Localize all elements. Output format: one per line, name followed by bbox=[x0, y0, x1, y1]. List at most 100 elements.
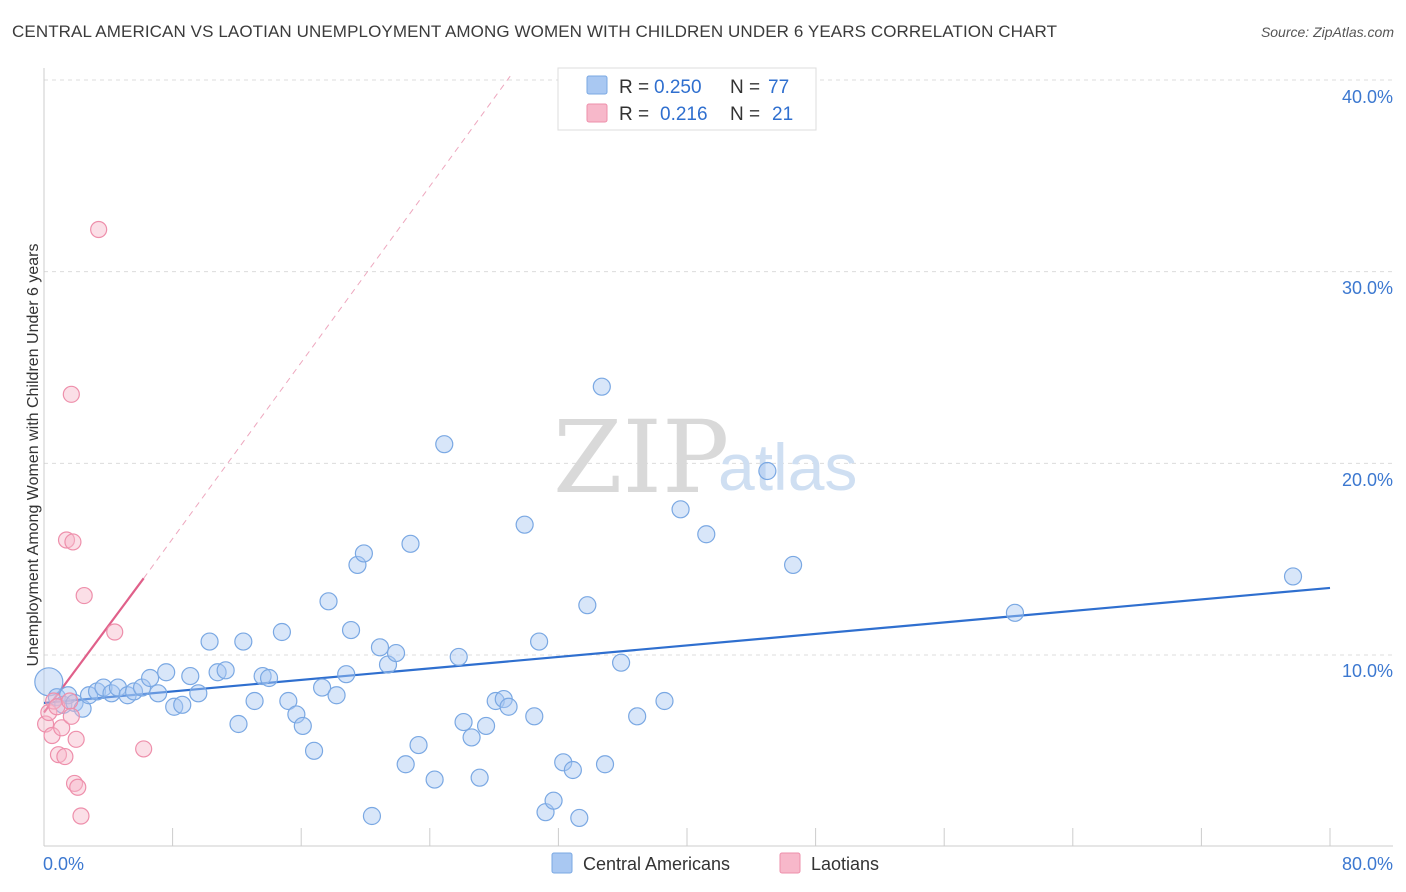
point-central-americans bbox=[189, 684, 208, 703]
point-central-americans bbox=[401, 534, 420, 553]
point-central-americans bbox=[396, 755, 415, 774]
trend-line-laotians-extended bbox=[143, 75, 511, 579]
point-central-americans bbox=[595, 755, 615, 774]
point-central-americans bbox=[216, 661, 235, 680]
point-laotians bbox=[64, 533, 82, 551]
bottom-legend-swatch-laotians bbox=[779, 852, 801, 874]
point-central-americans bbox=[592, 377, 611, 396]
legend-r-value-2: 0.216 bbox=[660, 104, 708, 125]
point-central-americans bbox=[454, 712, 473, 732]
y-tick-label-40: 40.0% bbox=[1342, 87, 1393, 107]
point-laotians bbox=[75, 586, 93, 605]
legend-n-value-1: 77 bbox=[768, 77, 789, 98]
point-laotians bbox=[106, 623, 124, 641]
point-central-americans bbox=[611, 653, 631, 672]
point-central-americans bbox=[783, 555, 803, 575]
point-central-americans bbox=[293, 716, 312, 736]
point-laotians bbox=[57, 531, 76, 549]
watermark-zip: ZIP bbox=[553, 399, 729, 516]
point-laotians bbox=[67, 730, 85, 748]
point-central-americans bbox=[157, 663, 176, 682]
point-central-americans bbox=[234, 632, 253, 651]
legend: R = 0.250 N = 77 R = 0.216 N = 21 bbox=[557, 67, 817, 131]
point-central-americans bbox=[476, 716, 496, 736]
point-central-americans bbox=[449, 647, 468, 667]
legend-r-label-2: R = bbox=[619, 104, 649, 125]
point-central-americans bbox=[149, 684, 168, 703]
y-tick-label-10: 10.0% bbox=[1342, 661, 1393, 681]
point-central-americans bbox=[370, 638, 390, 657]
point-central-americans bbox=[628, 707, 647, 726]
point-central-americans bbox=[530, 632, 549, 651]
point-central-americans bbox=[253, 666, 272, 686]
y-tick-label-30: 30.0% bbox=[1342, 278, 1393, 298]
point-central-americans bbox=[525, 707, 544, 726]
point-central-americans bbox=[140, 668, 160, 688]
point-central-americans bbox=[327, 686, 346, 705]
trend-layer bbox=[43, 75, 1331, 714]
legend-r-label-1: R = bbox=[619, 77, 649, 98]
point-central-americans bbox=[181, 666, 200, 686]
chart-title: CENTRAL AMERICAN VS LAOTIAN UNEMPLOYMENT… bbox=[12, 22, 1058, 41]
point-central-americans bbox=[470, 768, 489, 787]
point-central-americans bbox=[563, 760, 582, 780]
legend-swatch-pink bbox=[586, 103, 608, 123]
bottom-legend-laotians: Laotians bbox=[811, 854, 879, 874]
point-central-americans bbox=[279, 691, 298, 711]
bottom-legend-central: Central Americans bbox=[583, 854, 730, 874]
point-laotians bbox=[62, 707, 80, 725]
y-axis-title: Unemployment Among Women with Children U… bbox=[25, 243, 42, 666]
point-central-americans bbox=[671, 500, 690, 519]
point-central-americans bbox=[259, 668, 279, 688]
point-laotians bbox=[69, 778, 87, 796]
legend-n-label-1: N = bbox=[730, 77, 760, 98]
point-central-americans bbox=[229, 714, 248, 734]
point-central-americans bbox=[499, 697, 518, 716]
point-central-americans bbox=[272, 622, 292, 642]
point-central-americans bbox=[409, 735, 428, 755]
point-central-americans bbox=[697, 525, 716, 544]
legend-n-value-2: 21 bbox=[772, 104, 793, 125]
point-laotians bbox=[53, 719, 71, 737]
point-central-americans bbox=[354, 544, 373, 563]
point-central-americans bbox=[341, 620, 361, 640]
x-tick-label-min: 0.0% bbox=[43, 854, 84, 874]
point-central-americans bbox=[515, 515, 534, 534]
point-central-americans bbox=[1005, 603, 1025, 622]
point-laotians bbox=[56, 747, 74, 766]
legend-swatch-blue bbox=[586, 75, 608, 95]
point-central-americans bbox=[312, 678, 332, 697]
point-central-americans bbox=[655, 691, 674, 711]
point-central-americans bbox=[1283, 567, 1303, 586]
bottom-legend-swatch-central bbox=[551, 852, 573, 874]
chart-source: Source: ZipAtlas.com bbox=[1260, 24, 1394, 40]
point-central-americans bbox=[173, 695, 192, 714]
point-central-americans bbox=[200, 632, 219, 651]
point-central-americans bbox=[386, 643, 406, 663]
point-central-americans bbox=[304, 741, 324, 760]
point-central-americans bbox=[362, 806, 382, 826]
legend-n-label-2: N = bbox=[730, 104, 760, 125]
point-central-americans bbox=[435, 435, 454, 454]
point-laotians bbox=[72, 807, 90, 825]
point-laotians bbox=[90, 220, 108, 239]
bottom-legend: Central Americans Laotians bbox=[551, 852, 879, 874]
point-laotians bbox=[62, 385, 80, 403]
point-laotians bbox=[61, 692, 79, 710]
point-central-americans bbox=[758, 461, 777, 481]
x-tick-label-max: 80.0% bbox=[1342, 854, 1393, 874]
point-central-americans bbox=[319, 592, 338, 611]
point-central-americans bbox=[245, 691, 264, 711]
point-central-americans bbox=[425, 770, 444, 789]
point-laotians bbox=[49, 746, 68, 764]
point-central-americans bbox=[544, 791, 563, 810]
y-tick-label-20: 20.0% bbox=[1342, 470, 1393, 490]
point-central-americans bbox=[348, 555, 367, 575]
point-laotians bbox=[135, 740, 153, 758]
grid-layer bbox=[44, 79, 1393, 656]
point-central-americans bbox=[462, 728, 481, 747]
points-layer bbox=[34, 220, 1303, 828]
watermark-atlas: atlas bbox=[718, 430, 857, 504]
point-central-americans bbox=[570, 808, 589, 828]
